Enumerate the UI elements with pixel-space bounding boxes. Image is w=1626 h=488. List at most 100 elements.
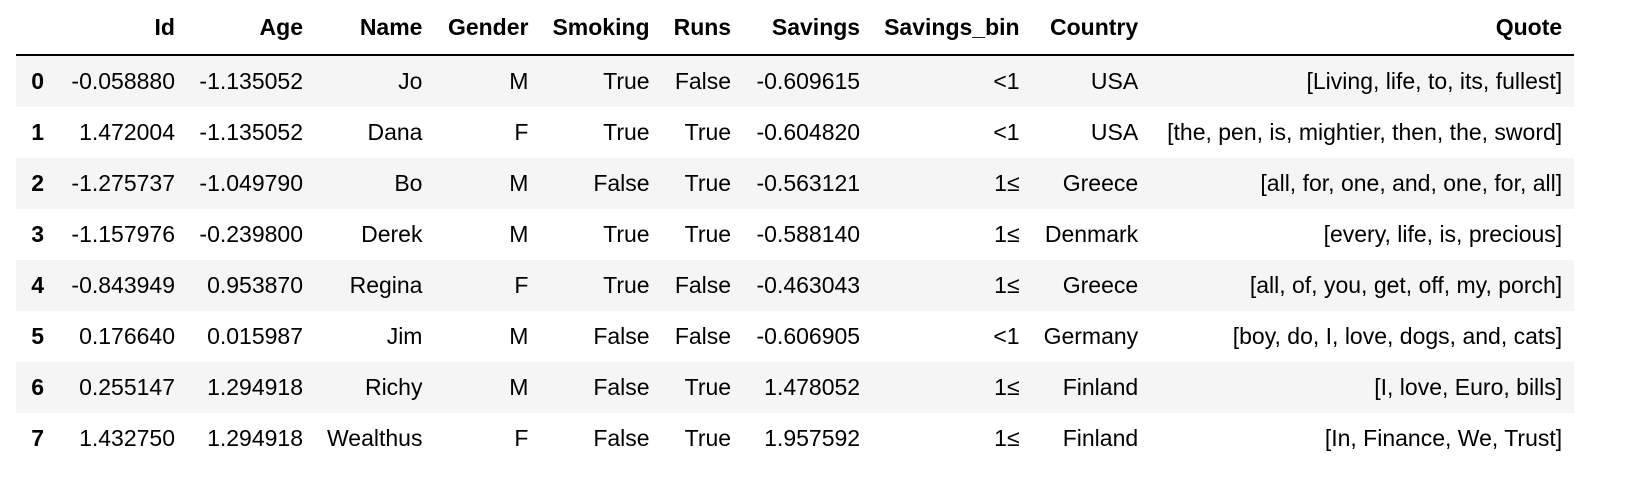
cell-savings: -0.609615 (756, 68, 861, 94)
header-runs: Runs (661, 0, 744, 56)
header-gender: Gender (434, 0, 541, 56)
table-row: 0 -0.058880 -1.135052 Jo M True False -0… (16, 55, 1575, 107)
cell-gender: M (509, 68, 529, 94)
row-index: 6 (31, 374, 44, 400)
cell-smoking: False (593, 170, 650, 196)
cell-age: -1.049790 (199, 170, 303, 196)
cell-id: -0.843949 (71, 272, 175, 298)
cell-runs: False (674, 323, 732, 349)
cell-smoking: False (593, 425, 650, 451)
cell-quote: [boy, do, I, love, dogs, and, cats] (1232, 323, 1563, 349)
cell-age: 1.294918 (207, 425, 303, 451)
cell-country: Greece (1062, 272, 1139, 298)
cell-id: 1.472004 (79, 119, 175, 145)
cell-savings-bin: <1 (993, 68, 1020, 94)
cell-country: Finland (1062, 374, 1139, 400)
cell-smoking: False (593, 374, 650, 400)
table-header: Id Age Name Gender Smoking Runs Savings … (16, 0, 1575, 56)
cell-id: -1.157976 (71, 221, 175, 247)
cell-savings: 1.478052 (764, 374, 861, 400)
cell-name: Wealthus (327, 425, 423, 451)
cell-country: USA (1090, 119, 1139, 145)
cell-country: Denmark (1044, 221, 1139, 247)
cell-savings-bin: 1≤ (994, 374, 1020, 400)
cell-quote: [the, pen, is, mightier, then, the, swor… (1167, 119, 1563, 145)
cell-savings: -0.606905 (756, 323, 861, 349)
header-quote: Quote (1150, 0, 1575, 56)
cell-country: USA (1090, 68, 1139, 94)
cell-savings: -0.563121 (756, 170, 861, 196)
cell-runs: False (674, 272, 732, 298)
cell-savings-bin: 1≤ (994, 221, 1020, 247)
cell-age: -1.135052 (199, 68, 303, 94)
header-country: Country (1031, 0, 1151, 56)
cell-name: Jim (386, 323, 423, 349)
table-row: 6 0.255147 1.294918 Richy M False True 1… (16, 362, 1575, 413)
row-index: 1 (31, 119, 44, 145)
cell-runs: True (684, 170, 732, 196)
cell-quote: [I, love, Euro, bills] (1374, 374, 1563, 400)
cell-smoking: True (603, 272, 650, 298)
cell-gender: M (509, 323, 529, 349)
row-index: 7 (31, 425, 44, 451)
row-index: 0 (31, 68, 44, 94)
cell-quote: [In, Finance, We, Trust] (1324, 425, 1563, 451)
header-name: Name (315, 0, 435, 56)
cell-country: Finland (1062, 425, 1139, 451)
cell-name: Richy (364, 374, 423, 400)
cell-age: 0.953870 (207, 272, 303, 298)
row-index: 3 (31, 221, 44, 247)
table-body: 0 -0.058880 -1.135052 Jo M True False -0… (16, 55, 1575, 464)
cell-savings-bin: 1≤ (994, 272, 1020, 298)
cell-age: -0.239800 (199, 221, 303, 247)
cell-savings-bin: 1≤ (994, 170, 1020, 196)
cell-id: 0.255147 (79, 374, 175, 400)
cell-age: 0.015987 (207, 323, 303, 349)
cell-smoking: True (603, 119, 650, 145)
header-id: Id (56, 0, 187, 56)
table-row: 5 0.176640 0.015987 Jim M False False -0… (16, 311, 1575, 362)
cell-runs: False (674, 68, 732, 94)
table-row: 1 1.472004 -1.135052 Dana F True True -0… (16, 107, 1575, 158)
cell-age: 1.294918 (207, 374, 303, 400)
cell-name: Dana (367, 119, 423, 145)
cell-savings: -0.588140 (756, 221, 861, 247)
cell-smoking: True (603, 221, 650, 247)
header-row: Id Age Name Gender Smoking Runs Savings … (16, 0, 1575, 56)
cell-name: Jo (398, 68, 423, 94)
cell-id: -0.058880 (71, 68, 175, 94)
cell-runs: True (684, 221, 732, 247)
cell-smoking: False (593, 323, 650, 349)
cell-name: Regina (349, 272, 423, 298)
cell-smoking: True (603, 68, 650, 94)
cell-country: Greece (1062, 170, 1139, 196)
cell-savings: 1.957592 (764, 425, 861, 451)
cell-gender: M (509, 221, 529, 247)
cell-gender: F (514, 272, 529, 298)
header-smoking: Smoking (540, 0, 662, 56)
cell-quote: [Living, life, to, its, fullest] (1306, 68, 1563, 94)
cell-savings-bin: <1 (993, 119, 1020, 145)
cell-id: 0.176640 (79, 323, 175, 349)
cell-runs: True (684, 425, 732, 451)
cell-gender: F (514, 119, 529, 145)
header-age: Age (187, 0, 315, 56)
cell-id: 1.432750 (79, 425, 175, 451)
table-row: 7 1.432750 1.294918 Wealthus F False Tru… (16, 413, 1575, 464)
cell-age: -1.135052 (199, 119, 303, 145)
cell-quote: [all, for, one, and, one, for, all] (1260, 170, 1563, 196)
cell-runs: True (684, 374, 732, 400)
cell-name: Derek (361, 221, 423, 247)
cell-savings: -0.463043 (756, 272, 861, 298)
cell-id: -1.275737 (71, 170, 175, 196)
table-row: 2 -1.275737 -1.049790 Bo M False True -0… (16, 158, 1575, 209)
cell-savings-bin: <1 (993, 323, 1020, 349)
header-index (16, 0, 56, 56)
cell-savings: -0.604820 (756, 119, 861, 145)
cell-gender: F (514, 425, 529, 451)
row-index: 2 (31, 170, 44, 196)
cell-name: Bo (394, 170, 423, 196)
table-row: 4 -0.843949 0.953870 Regina F True False… (16, 260, 1575, 311)
cell-savings-bin: 1≤ (994, 425, 1020, 451)
table-row: 3 -1.157976 -0.239800 Derek M True True … (16, 209, 1575, 260)
